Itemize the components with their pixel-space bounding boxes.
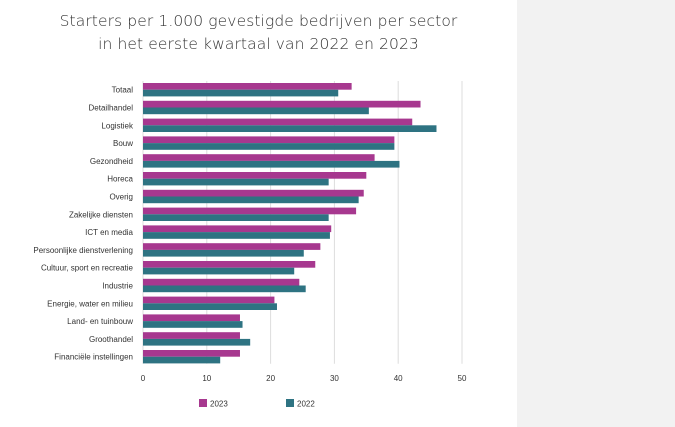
category-label: Persoonlijke dienstverlening (33, 246, 133, 255)
bar-2023 (143, 314, 240, 322)
category-label: Horeca (107, 175, 133, 184)
category-label: Groothandel (89, 335, 133, 344)
bar-2022 (143, 249, 304, 257)
bar-2022 (143, 338, 251, 346)
bar-2023 (143, 296, 275, 304)
bar-2022 (143, 125, 437, 132)
category-label: Bouw (113, 139, 133, 148)
chart-title-line-1: Starters per 1.000 gevestigde bedrijven … (59, 12, 458, 30)
bar-2023 (143, 261, 316, 268)
bar-2023 (143, 278, 300, 286)
bar-2023 (143, 83, 352, 90)
bar-2023 (143, 243, 321, 250)
bar-2023 (143, 332, 240, 339)
x-tick-label: 0 (141, 374, 146, 383)
category-label: Gezondheid (90, 157, 133, 166)
bar-2023 (143, 350, 240, 357)
category-label: Industrie (102, 282, 133, 291)
bar-2022 (143, 107, 369, 115)
side-panel (517, 0, 675, 427)
bar-2022 (143, 160, 400, 168)
bar-2022 (143, 232, 330, 239)
x-tick-label: 30 (330, 374, 339, 383)
bar-2022 (143, 196, 359, 204)
category-label: ICT en media (85, 228, 133, 237)
legend-swatch-2022 (286, 399, 294, 407)
bar-2023 (143, 100, 421, 108)
category-label: Land- en tuinbouw (67, 317, 133, 326)
bar-2022 (143, 285, 306, 293)
bar-2022 (143, 89, 339, 97)
bar-2023 (143, 118, 413, 126)
bar-2023 (143, 189, 364, 197)
bar-2022 (143, 214, 329, 221)
bar-2022 (143, 267, 295, 275)
bar-2023 (143, 172, 367, 179)
bar-2022 (143, 356, 221, 364)
legend-label: 2022 (297, 400, 315, 409)
category-label: Zakelijke diensten (69, 210, 133, 219)
category-label: Detailhandel (89, 104, 134, 113)
category-label: Logistiek (101, 121, 134, 130)
bar-2023 (143, 225, 332, 233)
bar-2023 (143, 154, 375, 161)
bar-2022 (143, 178, 329, 186)
bar-2022 (143, 321, 243, 328)
bar-2022 (143, 143, 395, 150)
x-tick-label: 50 (458, 374, 467, 383)
bar-chart: Totaal Detailhandel Logistiek Bouw Gezondhei… (33, 81, 467, 409)
chart-panel: Starters per 1.000 gevestigde bedrijven … (33, 12, 467, 409)
category-label: Totaal (112, 86, 134, 95)
legend-label: 2023 (210, 400, 228, 409)
x-tick-label: 20 (266, 374, 275, 383)
legend-swatch-2023 (199, 399, 207, 407)
bar-2023 (143, 207, 357, 215)
category-label: Energie, water en milieu (47, 299, 133, 308)
x-tick-label: 40 (394, 374, 403, 383)
x-tick-label: 10 (202, 374, 211, 383)
category-label: Financiële instellingen (54, 353, 133, 362)
bar-2022 (143, 303, 277, 310)
bar-2023 (143, 136, 395, 144)
category-label: Cultuur, sport en recreatie (41, 264, 134, 273)
chart-title-line-2: in het eerste kwartaal van 2022 en 2023 (98, 35, 419, 53)
category-label: Overig (109, 193, 133, 202)
